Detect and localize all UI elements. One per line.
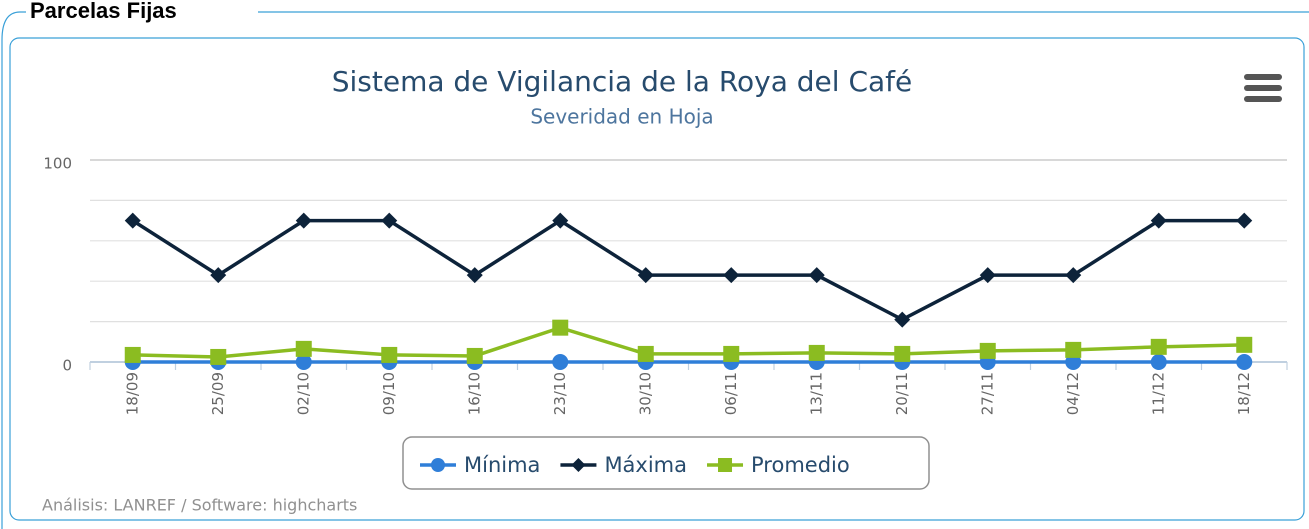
data-point bbox=[637, 267, 654, 284]
data-point bbox=[552, 212, 569, 229]
data-point bbox=[210, 348, 227, 365]
data-point bbox=[808, 267, 825, 284]
data-point bbox=[295, 354, 312, 370]
data-point bbox=[723, 345, 740, 362]
menu-bar bbox=[1244, 74, 1282, 80]
data-point bbox=[295, 212, 312, 229]
data-point bbox=[1150, 354, 1167, 370]
x-tick-label: 27/11 bbox=[978, 372, 996, 415]
data-point bbox=[1150, 338, 1167, 355]
legend-label: Máxima bbox=[604, 453, 687, 477]
legend-label: Mínima bbox=[464, 453, 540, 477]
data-point bbox=[1065, 354, 1082, 370]
data-point bbox=[979, 342, 996, 359]
data-point bbox=[1065, 341, 1082, 358]
data-point bbox=[1236, 354, 1253, 370]
menu-bar bbox=[1244, 96, 1282, 102]
x-tick-label: 04/12 bbox=[1064, 372, 1082, 415]
x-tick-label: 23/10 bbox=[551, 372, 569, 415]
data-point bbox=[381, 346, 398, 363]
data-point bbox=[466, 347, 483, 364]
legend-symbol bbox=[431, 458, 445, 472]
x-tick-label: 30/10 bbox=[636, 372, 654, 415]
data-point bbox=[210, 267, 227, 284]
credits: Análisis: LANREF / Software: highcharts bbox=[42, 496, 357, 515]
legend-label: Promedio bbox=[751, 453, 850, 477]
data-point bbox=[1150, 212, 1167, 229]
series-line bbox=[131, 218, 1245, 322]
chart-title: Sistema de Vigilancia de la Roya del Caf… bbox=[332, 65, 913, 98]
x-tick-label: 18/09 bbox=[123, 372, 141, 415]
data-point bbox=[808, 344, 825, 361]
y-tick-label: 0 bbox=[62, 357, 72, 375]
fieldset-title: Parcelas Fijas bbox=[30, 0, 177, 23]
data-point bbox=[124, 212, 141, 229]
x-tick-label: 18/12 bbox=[1235, 372, 1253, 415]
legend-symbol bbox=[718, 458, 733, 472]
data-point bbox=[381, 212, 398, 229]
legend-symbol bbox=[571, 458, 586, 472]
menu-button[interactable] bbox=[1244, 74, 1282, 102]
x-tick-label: 16/10 bbox=[465, 372, 483, 415]
data-point bbox=[124, 346, 141, 363]
y-tick-label: 100 bbox=[43, 155, 72, 173]
data-point bbox=[894, 311, 911, 328]
fieldset-border bbox=[1, 11, 1309, 41]
x-tick-label: 20/11 bbox=[893, 372, 911, 415]
x-tick-label: 02/10 bbox=[294, 372, 312, 415]
x-tick-label: 25/09 bbox=[209, 372, 227, 415]
menu-bar bbox=[1244, 85, 1282, 91]
data-point bbox=[894, 345, 911, 362]
x-tick-label: 09/10 bbox=[380, 372, 398, 415]
data-point bbox=[466, 267, 483, 284]
data-point bbox=[552, 354, 569, 370]
x-tick-label: 06/11 bbox=[722, 372, 740, 415]
chart-frame bbox=[9, 37, 1305, 521]
data-point bbox=[1065, 267, 1082, 284]
chart-subtitle: Severidad en Hoja bbox=[530, 105, 713, 129]
data-point bbox=[723, 267, 740, 284]
data-point bbox=[1236, 212, 1253, 229]
data-point bbox=[295, 340, 312, 357]
data-point bbox=[637, 345, 654, 362]
x-tick-label: 11/12 bbox=[1149, 372, 1167, 415]
legend-box bbox=[402, 436, 930, 490]
data-point bbox=[552, 319, 569, 336]
x-tick-label: 13/11 bbox=[807, 372, 825, 415]
series-line bbox=[132, 325, 1245, 359]
data-point bbox=[1236, 336, 1253, 353]
data-point bbox=[979, 267, 996, 284]
